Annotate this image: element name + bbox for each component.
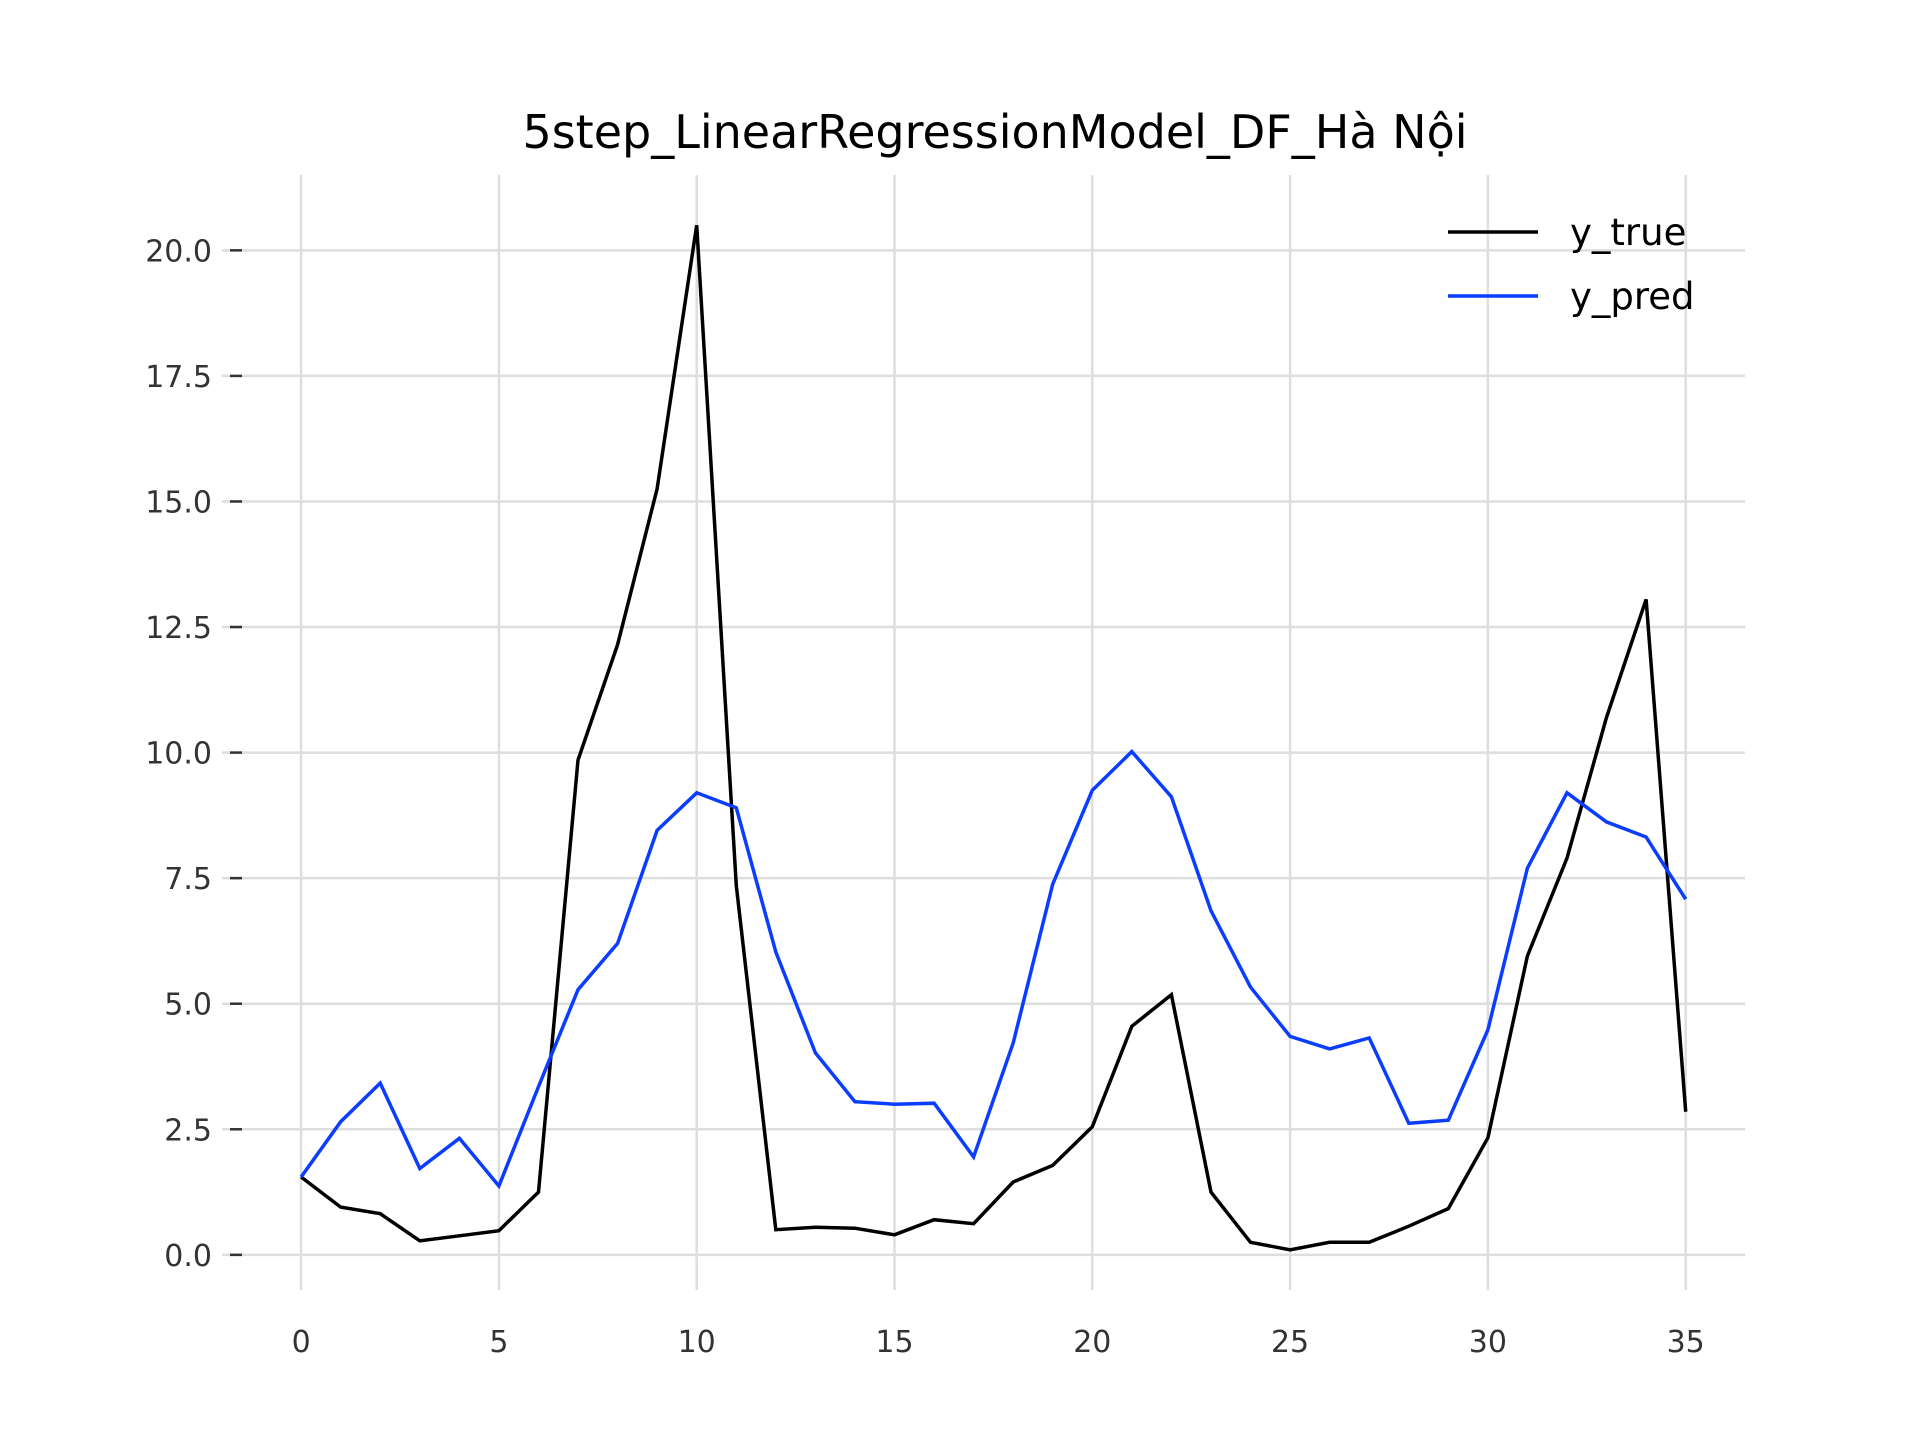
y-tick-label: 12.5 [145, 611, 212, 646]
y-tick-label: 5.0 [164, 988, 212, 1023]
x-tick-label: 15 [875, 1325, 913, 1360]
y-tick-label: 7.5 [164, 862, 212, 897]
y-tick-label: 0.0 [164, 1239, 212, 1274]
axis-ticks: 0 5 10 15 20 25 30 35 0.0 2.5 5.0 7.5 10.0 12.5 15.0 17… [145, 234, 1705, 1360]
x-tick-label: 30 [1469, 1325, 1507, 1360]
series-line-y-true [300, 224, 1688, 1252]
x-tick-label: 20 [1073, 1325, 1111, 1360]
x-tick-label: 0 [292, 1325, 311, 1360]
x-tick-label: 35 [1667, 1325, 1705, 1360]
series-lines [299, 224, 1688, 1252]
legend-label: y_true [1570, 211, 1686, 254]
y-tick-label: 15.0 [145, 485, 212, 520]
legend: y_true y_pred [1448, 211, 1695, 318]
chart-title: 5step_LinearRegressionModel_DF_Hà Nội [522, 105, 1467, 159]
x-tick-label: 25 [1271, 1325, 1309, 1360]
y-tick-label: 17.5 [145, 360, 212, 395]
series-line-y-pred [299, 749, 1688, 1190]
x-tick-label: 10 [678, 1325, 716, 1360]
grid-lines [222, 175, 1745, 1290]
y-tick-label: 10.0 [145, 737, 212, 772]
y-tick-label: 2.5 [164, 1113, 212, 1148]
data-points [301, 225, 1686, 1250]
x-tick-label: 5 [489, 1325, 508, 1360]
y-tick-label: 20.0 [145, 234, 212, 269]
legend-label: y_pred [1570, 275, 1695, 318]
